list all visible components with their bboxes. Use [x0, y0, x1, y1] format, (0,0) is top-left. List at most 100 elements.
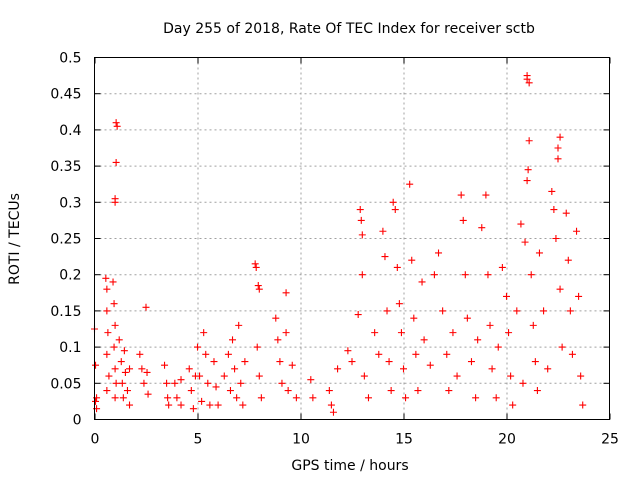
- data-point: [103, 350, 111, 358]
- data-point: [282, 289, 290, 297]
- data-point: [103, 387, 111, 395]
- data-point: [418, 278, 426, 286]
- data-point: [443, 350, 451, 358]
- data-point: [577, 372, 585, 380]
- data-point: [292, 394, 300, 402]
- y-tick-label: 0.2: [59, 268, 81, 284]
- data-point: [494, 343, 502, 351]
- data-point: [126, 365, 134, 373]
- data-point: [358, 271, 366, 279]
- data-point: [357, 216, 365, 224]
- data-point: [165, 401, 173, 409]
- data-point: [524, 166, 532, 174]
- data-point: [575, 292, 583, 300]
- x-tick-label: 25: [601, 432, 619, 448]
- data-point: [562, 209, 570, 217]
- data-point: [229, 336, 237, 344]
- data-point: [402, 394, 410, 402]
- y-tick-label: 0.05: [50, 376, 81, 392]
- data-point: [540, 307, 548, 315]
- data-point: [395, 300, 403, 308]
- data-points: [91, 72, 587, 416]
- data-point: [104, 329, 112, 337]
- data-point: [525, 137, 533, 145]
- data-point: [144, 390, 152, 398]
- data-point: [445, 387, 453, 395]
- data-point: [371, 329, 379, 337]
- x-tick-label: 15: [395, 432, 413, 448]
- x-axis-label: GPS time / hours: [291, 458, 408, 474]
- data-point: [348, 358, 356, 366]
- data-point: [103, 285, 111, 293]
- data-point: [143, 368, 151, 376]
- data-point: [115, 336, 123, 344]
- data-point: [360, 372, 368, 380]
- data-point: [274, 336, 282, 344]
- data-point: [426, 361, 434, 369]
- data-point: [535, 249, 543, 257]
- data-point: [459, 216, 467, 224]
- data-point: [92, 397, 100, 405]
- data-point: [177, 401, 185, 409]
- y-tick-label: 0.25: [50, 232, 81, 248]
- data-point: [439, 307, 447, 315]
- data-point: [430, 271, 438, 279]
- data-point: [478, 224, 486, 232]
- data-point: [112, 119, 120, 127]
- data-point: [550, 206, 558, 214]
- data-point: [177, 376, 185, 384]
- data-point: [105, 372, 113, 380]
- data-point: [237, 379, 245, 387]
- data-point: [206, 401, 214, 409]
- data-point: [472, 394, 480, 402]
- data-point: [239, 401, 247, 409]
- data-point: [387, 387, 395, 395]
- data-point: [307, 376, 315, 384]
- data-point: [204, 379, 212, 387]
- data-point: [521, 238, 529, 246]
- plot-frame: [94, 57, 610, 420]
- data-point: [397, 329, 405, 337]
- data-point: [210, 358, 218, 366]
- data-point: [278, 379, 286, 387]
- data-point: [102, 274, 110, 282]
- data-point: [552, 235, 560, 242]
- data-point: [327, 401, 335, 409]
- y-tick-label: 0.5: [59, 51, 81, 67]
- y-tick-label: 0.4: [59, 123, 81, 139]
- data-point: [253, 343, 261, 351]
- data-point: [113, 122, 121, 130]
- data-point: [498, 263, 506, 271]
- data-point: [200, 329, 208, 337]
- data-point: [486, 321, 494, 329]
- y-tick-label: 0.1: [59, 340, 81, 356]
- data-point: [410, 314, 418, 322]
- data-point: [529, 321, 537, 329]
- data-point: [189, 405, 197, 413]
- data-point: [406, 180, 414, 188]
- data-point: [161, 361, 169, 369]
- data-point: [482, 191, 490, 199]
- data-point: [556, 285, 564, 293]
- data-point: [533, 387, 541, 395]
- data-point: [558, 343, 566, 351]
- data-point: [554, 144, 562, 152]
- data-point: [383, 307, 391, 315]
- data-point: [484, 271, 492, 279]
- data-point: [523, 177, 531, 185]
- data-point: [414, 387, 422, 395]
- data-point: [309, 394, 317, 402]
- data-point: [527, 271, 535, 279]
- data-point: [288, 361, 296, 369]
- tick-layer: [94, 57, 611, 420]
- y-tick-label: 0.15: [50, 304, 81, 320]
- data-point: [573, 227, 581, 235]
- data-point: [111, 365, 119, 373]
- data-point: [356, 206, 364, 214]
- y-axis-label: ROTI / TECUs: [7, 193, 23, 285]
- data-point: [142, 303, 150, 311]
- data-point: [164, 394, 172, 402]
- data-point: [214, 401, 222, 409]
- data-point: [109, 278, 117, 286]
- data-point: [112, 379, 120, 387]
